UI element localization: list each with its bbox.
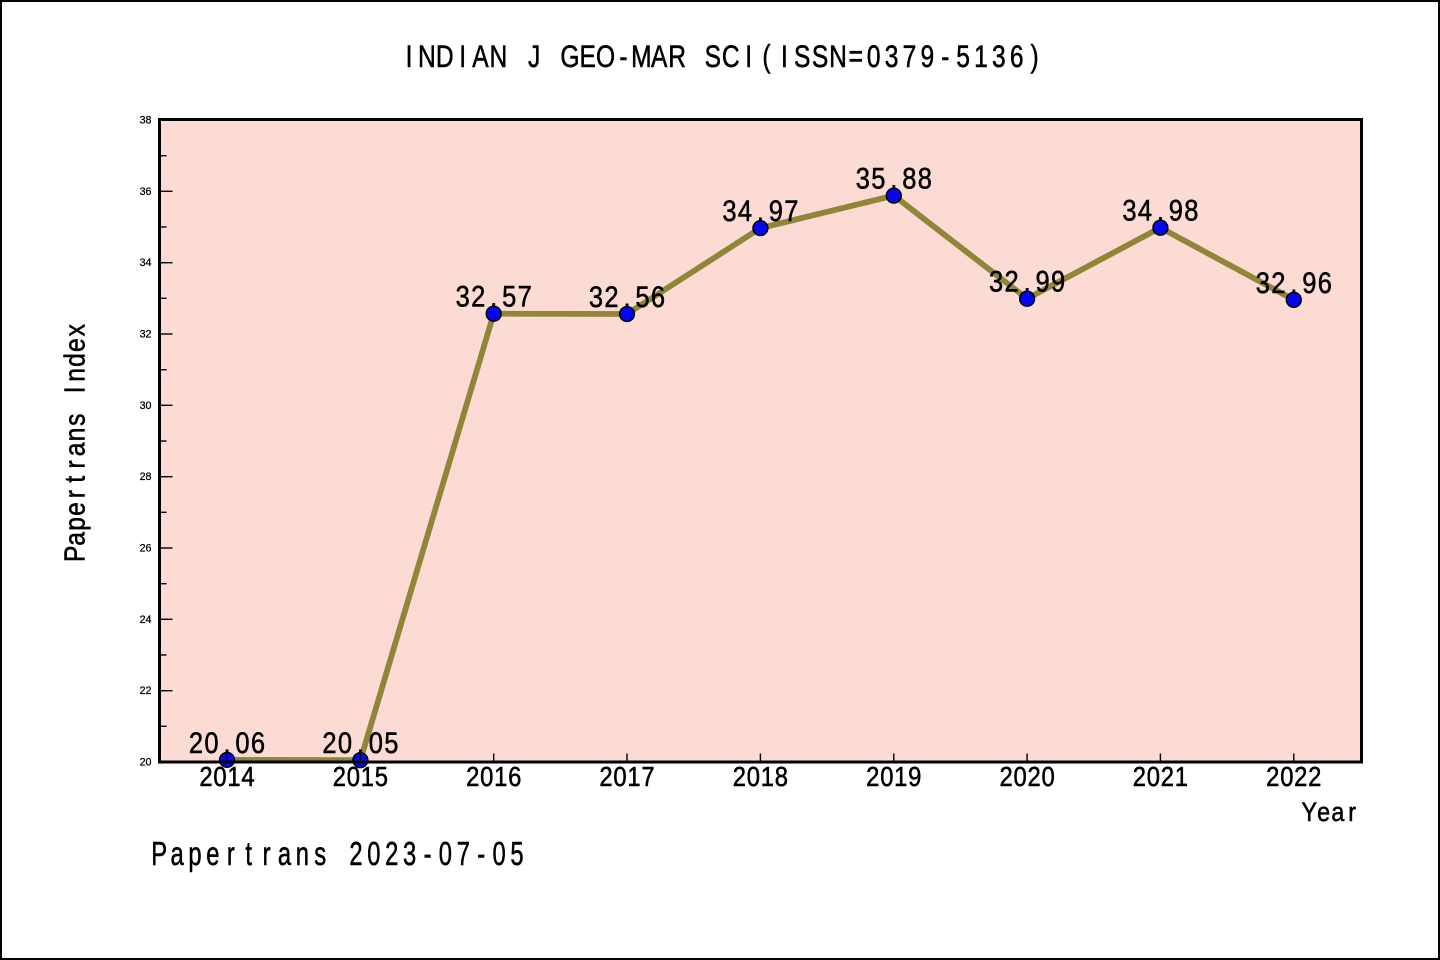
svg-text:28: 28 <box>140 471 152 483</box>
svg-text:32: 32 <box>140 329 152 341</box>
svg-text:2021: 2021 <box>1133 760 1188 792</box>
svg-text:30: 30 <box>140 400 152 412</box>
svg-text:Papertrans Index: Papertrans Index <box>59 324 91 562</box>
svg-text:26: 26 <box>140 543 152 555</box>
svg-text:24: 24 <box>140 614 152 626</box>
svg-text:INDIAN J GEO-MAR SCI(ISSN=0379: INDIAN J GEO-MAR SCI(ISSN=0379-5136) <box>406 38 1039 74</box>
svg-text:2014: 2014 <box>199 760 254 792</box>
svg-text:20.06: 20.06 <box>189 726 265 759</box>
svg-text:20.05: 20.05 <box>322 726 398 759</box>
svg-text:32.99: 32.99 <box>989 265 1065 298</box>
svg-text:2017: 2017 <box>599 760 654 792</box>
svg-text:2018: 2018 <box>733 760 788 792</box>
svg-text:Year: Year <box>1301 797 1356 827</box>
svg-text:2019: 2019 <box>866 760 921 792</box>
svg-text:34: 34 <box>140 257 152 269</box>
svg-text:35.88: 35.88 <box>856 162 932 195</box>
svg-text:20: 20 <box>140 757 152 769</box>
svg-text:2016: 2016 <box>466 760 521 792</box>
svg-text:32.56: 32.56 <box>589 280 665 313</box>
svg-text:38: 38 <box>140 115 152 127</box>
svg-text:32.96: 32.96 <box>1256 266 1332 299</box>
svg-text:2020: 2020 <box>999 760 1054 792</box>
svg-text:36: 36 <box>140 186 152 198</box>
svg-text:2022: 2022 <box>1266 760 1321 792</box>
svg-text:22: 22 <box>140 685 152 697</box>
svg-text:2015: 2015 <box>333 760 388 792</box>
svg-text:34.98: 34.98 <box>1122 194 1198 227</box>
svg-text:34.97: 34.97 <box>722 194 798 227</box>
svg-text:Papertrans 2023-07-05: Papertrans 2023-07-05 <box>151 836 523 873</box>
svg-text:32.57: 32.57 <box>456 280 532 313</box>
